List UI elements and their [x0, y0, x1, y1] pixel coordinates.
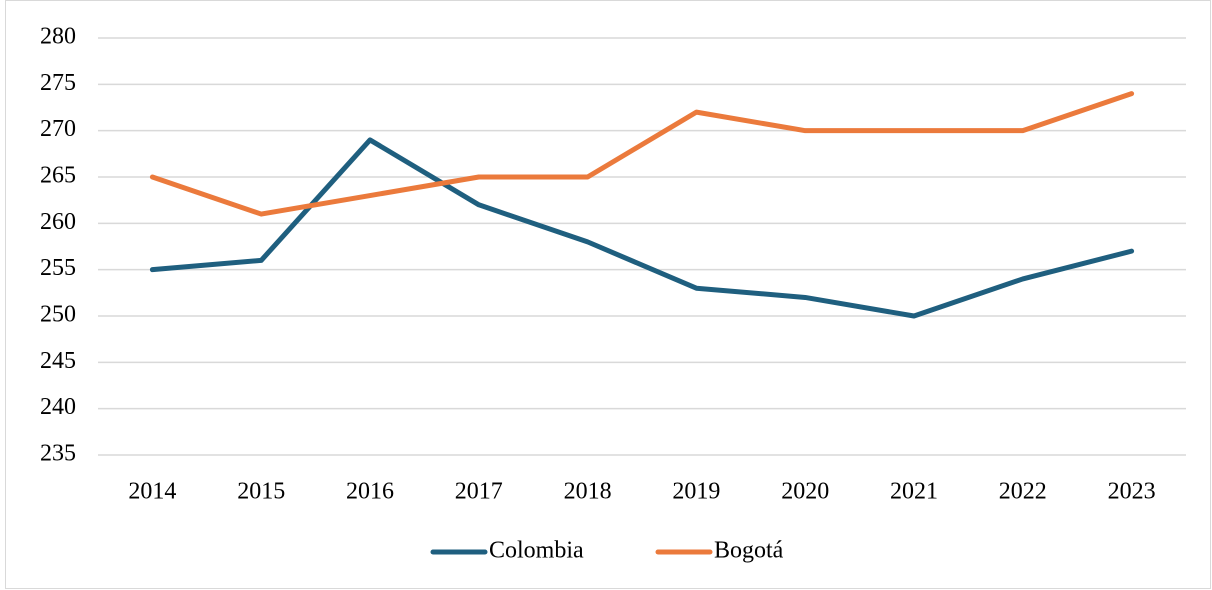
x-tick-label: 2018 [564, 479, 612, 505]
series-line [149, 137, 1135, 319]
x-tick-label: 2014 [128, 479, 176, 505]
legend-label: Bogotá [714, 538, 784, 564]
y-tick-label: 270 [40, 116, 76, 142]
y-tick-label: 280 [40, 24, 76, 50]
legend-label: Colombia [489, 538, 584, 564]
y-tick-label: 255 [40, 255, 76, 281]
x-tick-label: 2019 [672, 479, 720, 505]
y-tick-label: 265 [40, 163, 76, 189]
y-tick-label: 250 [40, 302, 76, 328]
y-tick-label: 240 [40, 394, 76, 420]
y-tick-label: 260 [40, 209, 76, 235]
x-tick-label: 2021 [890, 479, 938, 505]
x-tick-label: 2020 [781, 479, 829, 505]
x-tick-label: 2016 [346, 479, 394, 505]
y-tick-label: 245 [40, 348, 76, 374]
y-tick-label: 275 [40, 70, 76, 96]
x-tick-label: 2015 [237, 479, 285, 505]
series-line [149, 91, 1135, 217]
y-tick-label: 235 [40, 441, 76, 467]
x-tick-label: 2017 [455, 479, 503, 505]
chart-border [5, 0, 1211, 589]
x-tick-label: 2023 [1108, 479, 1156, 505]
x-tick-label: 2022 [999, 479, 1047, 505]
